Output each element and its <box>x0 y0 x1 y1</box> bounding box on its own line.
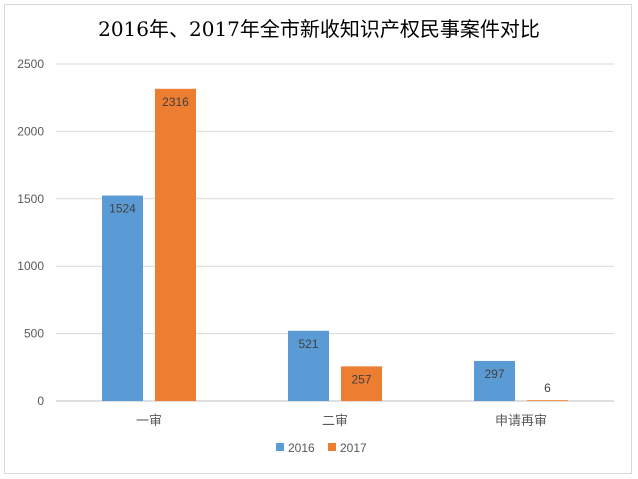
data-label: 257 <box>351 372 371 386</box>
bar-2016-0 <box>102 195 143 401</box>
data-label: 2316 <box>162 95 189 109</box>
bar-2017-2 <box>527 400 568 401</box>
chart-title: 2016年、2017年全市新收知识产权民事案件对比 <box>98 17 540 41</box>
bars: 1524 2316 521 257 297 6 <box>102 88 568 402</box>
data-label: 521 <box>298 337 318 351</box>
y-tick-label: 0 <box>37 394 44 408</box>
x-tick-label: 申请再审 <box>495 413 547 428</box>
legend-label: 2017 <box>340 441 367 455</box>
data-label: 297 <box>484 367 504 381</box>
legend-label: 2016 <box>288 441 315 455</box>
y-tick-label: 1000 <box>17 259 44 273</box>
bar-2017-1 <box>341 366 382 401</box>
bar-2017-0 <box>155 88 196 402</box>
gridlines <box>56 63 614 402</box>
data-label: 1524 <box>109 202 136 216</box>
x-axis: 一审 二审 申请再审 <box>136 413 547 428</box>
bar-2016-1 <box>288 330 329 401</box>
y-tick-label: 2500 <box>17 57 44 71</box>
y-tick-label: 500 <box>24 327 44 341</box>
x-tick-label: 一审 <box>136 413 162 428</box>
legend: 2016 2017 <box>276 441 367 455</box>
y-axis: 0 500 1000 1500 2000 2500 <box>17 57 44 408</box>
bar-2016-2 <box>474 360 515 401</box>
data-label: 6 <box>544 381 551 395</box>
legend-swatch <box>276 443 284 451</box>
legend-swatch <box>328 443 336 451</box>
y-tick-label: 1500 <box>17 192 44 206</box>
y-tick-label: 2000 <box>17 124 44 138</box>
x-tick-label: 二审 <box>322 413 348 428</box>
